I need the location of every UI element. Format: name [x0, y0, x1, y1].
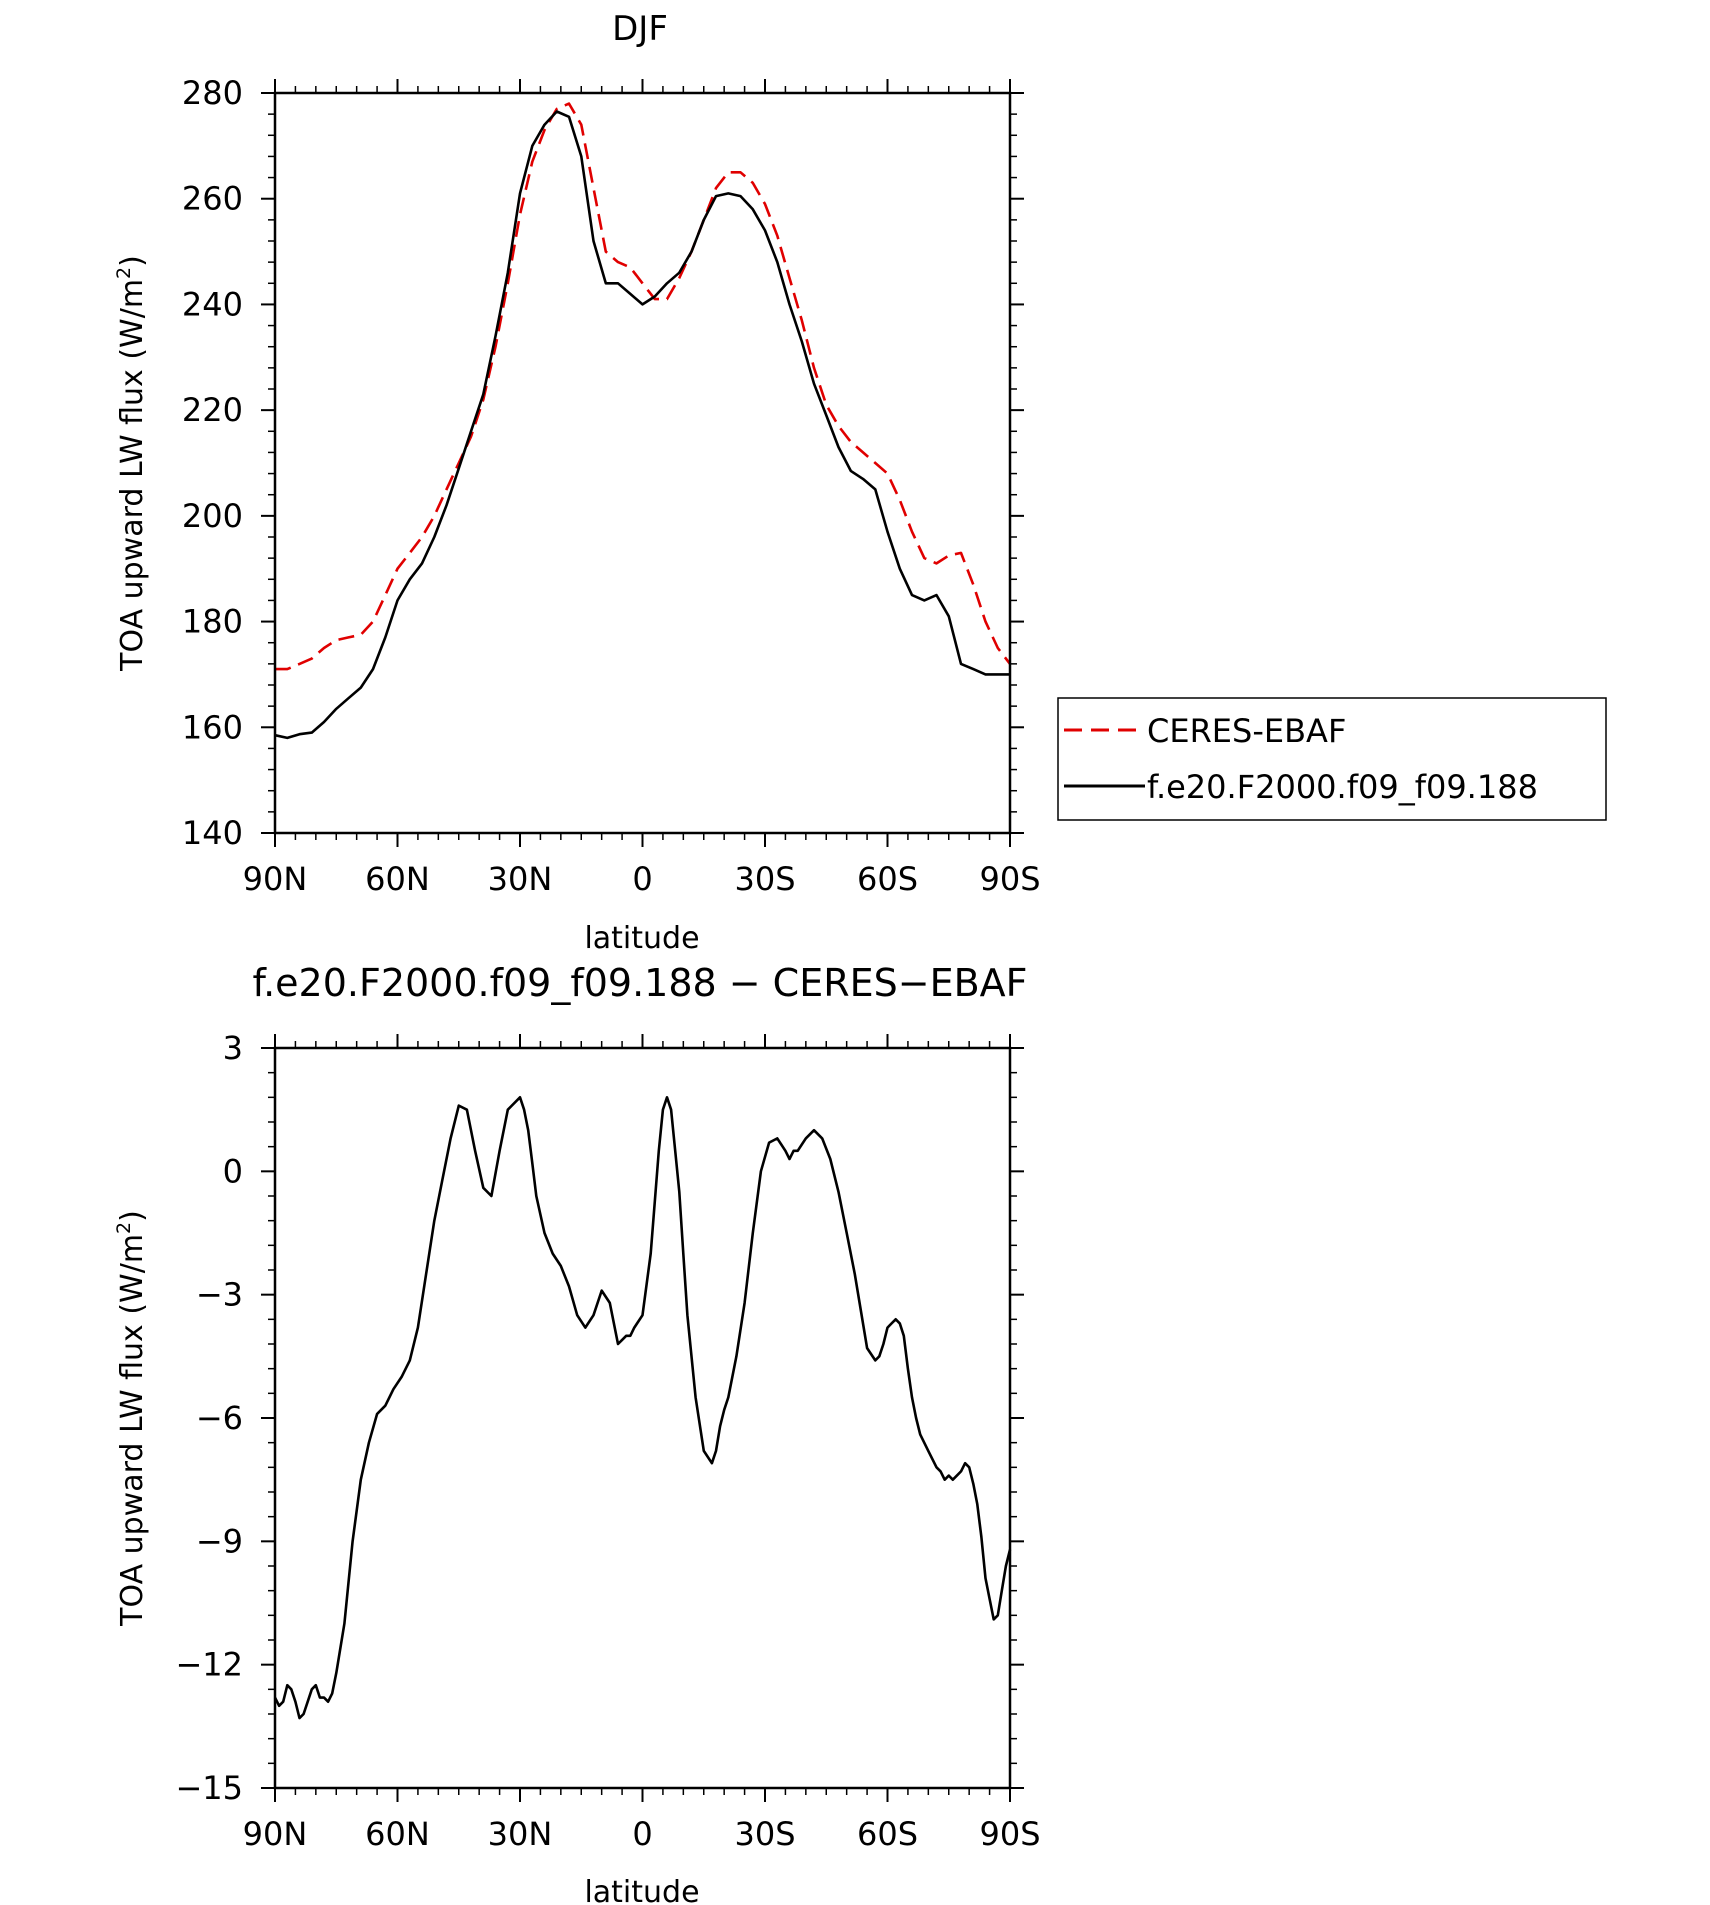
x-tick-label: 60N — [365, 1815, 430, 1853]
series-lines — [273, 1096, 1012, 1720]
y-axis-label-sup: 2 — [113, 1222, 135, 1234]
y-tick-label: 140 — [182, 814, 243, 852]
y-tick-label: 0 — [223, 1152, 243, 1190]
y-tick-label: 3 — [223, 1029, 243, 1067]
y-axis-label-main: TOA upward LW flux (W/m — [115, 279, 150, 672]
y-tick-label: 200 — [182, 497, 243, 535]
x-tick-label: 30N — [488, 860, 553, 898]
y-tick-label: −15 — [175, 1769, 243, 1807]
plot-frame — [273, 91, 1012, 835]
x-tick-label: 90S — [979, 1815, 1040, 1853]
y-tick-labels: 140 160 180 200 220 240 260 280 — [182, 74, 243, 852]
y-axis-label: TOA upward LW flux (W/m2) — [113, 255, 150, 672]
y-axis-label-close: ) — [115, 255, 150, 267]
y-tick-label: 220 — [182, 391, 243, 429]
x-tick-label: 60N — [365, 860, 430, 898]
legend-box — [1057, 697, 1607, 821]
y-tick-label: 160 — [182, 708, 243, 746]
series-line-f-e20-f2000-f09-f09-188 — [274, 110, 1010, 740]
y-tick-label: −6 — [196, 1399, 243, 1437]
y-tick-label: 180 — [182, 603, 243, 641]
y-axis-label: TOA upward LW flux (W/m2) — [113, 1210, 150, 1627]
x-tick-labels: 90N 60N 30N 0 30S 60S 90S — [243, 1815, 1041, 1853]
x-tick-labels: 90N 60N 30N 0 30S 60S 90S — [243, 860, 1041, 898]
y-tick-labels: −15 −12 −9 −6 −3 0 3 — [175, 1029, 243, 1807]
x-tick-label: 60S — [857, 1815, 918, 1853]
y-tick-label: −9 — [196, 1522, 243, 1560]
panel-djf-flux: DJF 140 160 180 200 220 240 260 280 90N 60N 30N 0 3… — [113, 9, 1607, 956]
x-tick-label: 30S — [734, 1815, 795, 1853]
x-tick-label: 0 — [632, 1815, 652, 1853]
y-tick-label: 260 — [182, 180, 243, 218]
legend-label-ceres: CERES-EBAF — [1147, 712, 1346, 750]
series-lines — [274, 102, 1012, 740]
y-axis-label-sup: 2 — [113, 267, 135, 279]
x-tick-label: 90N — [243, 1815, 308, 1853]
y-axis-label-close: ) — [115, 1210, 150, 1222]
x-tick-label: 90N — [243, 860, 308, 898]
y-tick-label: −12 — [175, 1646, 243, 1684]
plot-frame — [273, 1046, 1012, 1790]
x-axis-label: latitude — [584, 1875, 699, 1905]
x-tick-label: 30S — [734, 860, 795, 898]
x-tick-label: 60S — [857, 860, 918, 898]
legend: CERES-EBAF f.e20.F2000.f09_f09.188 — [1057, 697, 1607, 821]
axis-ticks — [261, 79, 1024, 847]
x-tick-label: 30N — [488, 1815, 553, 1853]
x-tick-label: 0 — [632, 860, 652, 898]
panel-difference: f.e20.F2000.f09_f09.188 − CERES−EBAF −15… — [113, 961, 1041, 1905]
series-line-difference — [273, 1096, 1012, 1720]
x-axis-label: latitude — [584, 921, 699, 956]
chart-title: DJF — [612, 9, 668, 49]
legend-label-model: f.e20.F2000.f09_f09.188 — [1147, 768, 1538, 806]
y-tick-label: 280 — [182, 74, 243, 112]
x-tick-label: 90S — [979, 860, 1040, 898]
chart-title: f.e20.F2000.f09_f09.188 − CERES−EBAF — [252, 961, 1027, 1005]
y-axis-label-main: TOA upward LW flux (W/m — [115, 1234, 150, 1627]
series-line-ceres-ebaf — [275, 102, 1012, 671]
y-tick-label: −3 — [196, 1276, 243, 1314]
y-tick-label: 240 — [182, 285, 243, 323]
